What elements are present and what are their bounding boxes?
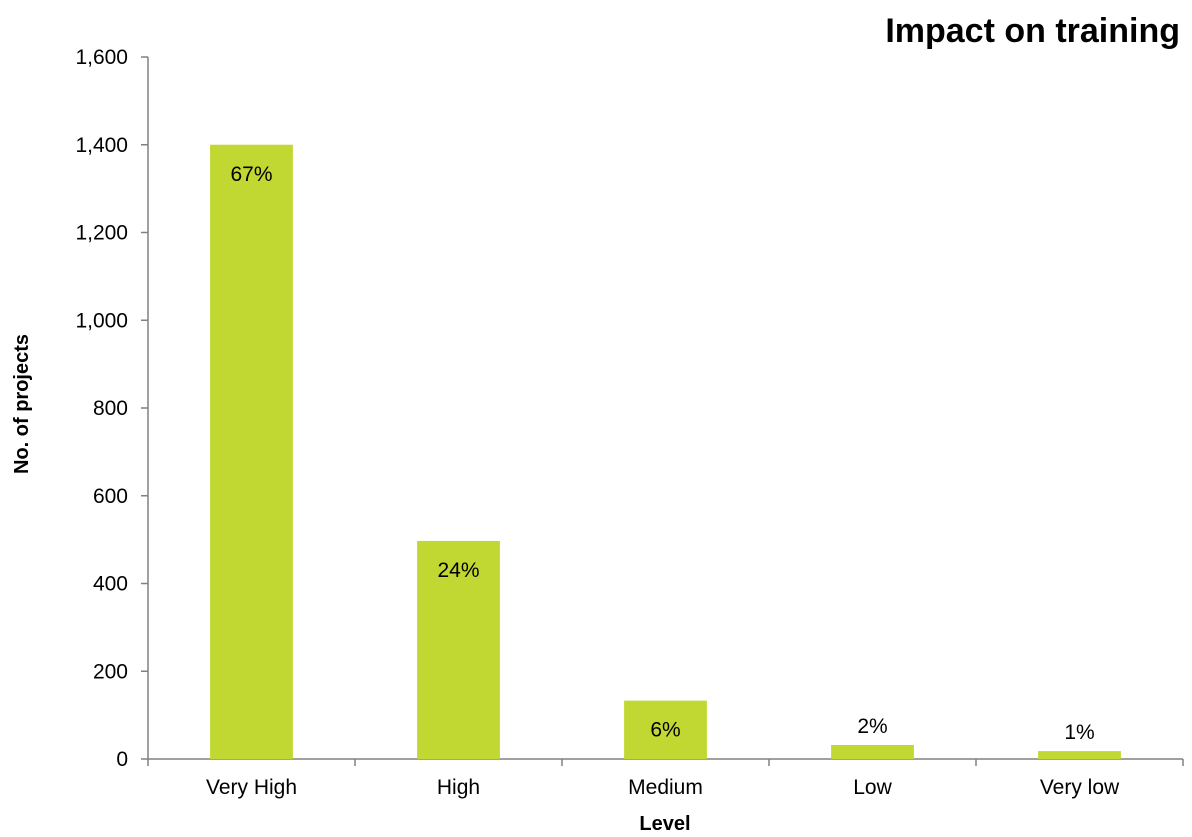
y-tick-label: 800 [93, 397, 128, 420]
x-axis-title: Level [639, 813, 690, 835]
y-tick-label: 400 [93, 573, 128, 596]
data-label: 67% [230, 163, 272, 186]
bar [417, 540, 500, 759]
bar [624, 700, 707, 759]
data-label: 1% [1064, 721, 1094, 744]
x-category-label: Very High [206, 776, 297, 799]
y-tick-label: 200 [93, 660, 128, 683]
x-category-label: High [437, 776, 480, 799]
bar [1038, 751, 1121, 759]
y-tick-label: 600 [93, 485, 128, 508]
y-tick-label: 1,600 [75, 46, 128, 69]
y-tick-label: 1,200 [75, 222, 128, 245]
x-category-label: Medium [628, 776, 703, 799]
y-axis-title: No. of projects [11, 334, 33, 474]
x-category-label: Low [853, 776, 892, 799]
chart-title: Impact on training [885, 12, 1180, 50]
bar [831, 744, 914, 759]
y-tick-label: 0 [116, 748, 128, 771]
y-tick-label: 1,400 [75, 134, 128, 157]
bar [210, 144, 293, 759]
data-label: 2% [857, 715, 887, 738]
data-label: 6% [650, 719, 680, 742]
x-category-label: Very low [1040, 776, 1120, 799]
y-tick-label: 1,000 [75, 309, 128, 332]
data-label: 24% [437, 559, 479, 582]
plot-area: 0 200 400 600 800 1,000 1,200 1,400 1,600 Very Hi… [75, 46, 1184, 799]
